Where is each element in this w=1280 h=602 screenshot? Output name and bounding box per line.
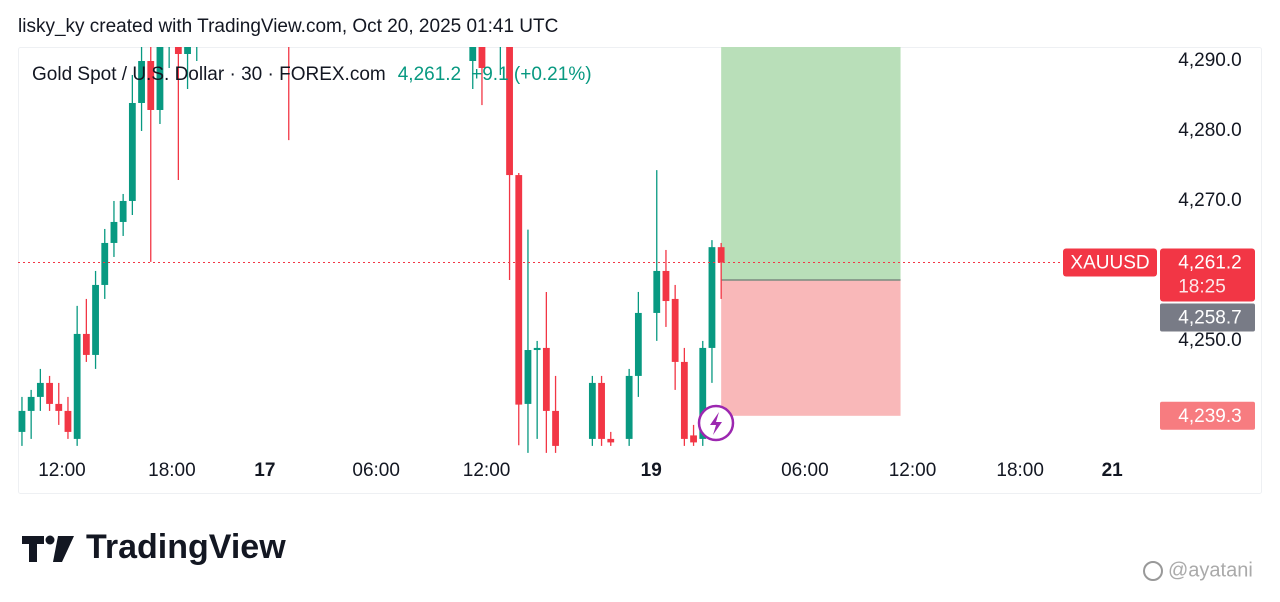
candle-body	[552, 410, 559, 446]
candle-body	[588, 382, 596, 439]
candle-body	[524, 350, 532, 404]
plot	[18, 47, 901, 453]
candle-body	[634, 312, 642, 376]
candle-body	[101, 242, 109, 285]
symbol-label: XAUUSD	[1070, 253, 1149, 274]
x-tick-label: 18:00	[996, 460, 1044, 481]
legend-price: 4,261.2	[398, 64, 461, 85]
stop-zone	[721, 280, 901, 416]
x-tick-label: 12:00	[463, 460, 511, 481]
candle-body	[662, 270, 670, 302]
candle-body	[36, 382, 44, 397]
stop-tag	[1160, 401, 1255, 430]
candle-body	[680, 361, 688, 439]
candle-body	[699, 347, 707, 439]
logo: TradingView	[22, 528, 286, 566]
last-price-tag	[1160, 248, 1255, 302]
watermark-icon	[1143, 561, 1163, 581]
x-tick-label: 06:00	[352, 460, 400, 481]
x-tick-label: 18:00	[148, 460, 196, 481]
candle-body	[184, 47, 191, 54]
event-icon	[710, 412, 722, 435]
candle-body	[138, 60, 145, 103]
candle-body	[110, 221, 118, 243]
candle-body	[73, 333, 81, 439]
y-tick-label: 4,250.0	[1178, 330, 1241, 351]
candle-body	[533, 347, 541, 351]
candle-body	[147, 60, 155, 110]
logo-mark	[45, 535, 55, 545]
stop-label: 4,239.3	[1178, 406, 1241, 427]
logo-mark	[22, 536, 44, 562]
candle-body	[469, 47, 477, 61]
candle-body	[625, 375, 633, 439]
candle-body	[506, 47, 513, 176]
candle-body	[598, 382, 605, 439]
last-price-label: 4,261.2	[1178, 253, 1241, 274]
legend-title: Gold Spot / U.S. Dollar · 30 · FOREX.com	[32, 64, 386, 85]
panel-border	[18, 47, 1262, 494]
candle-body	[671, 298, 679, 362]
header: lisky_ky created with TradingView.com, O…	[18, 16, 558, 37]
candle-body	[82, 333, 90, 355]
candle-body	[478, 47, 486, 68]
symbol-tag	[1063, 248, 1157, 277]
y-tick-label: 4,290.0	[1178, 50, 1241, 71]
x-tick-label: 12:00	[38, 460, 86, 481]
watermark: @ayatani	[1168, 559, 1253, 581]
x-tick-label: 21	[1102, 460, 1124, 481]
x-tick-label: 17	[254, 460, 275, 481]
candle-body	[18, 410, 26, 432]
countdown: 18:25	[1178, 277, 1226, 298]
target-zone	[721, 47, 901, 281]
y-tick-label: 4,270.0	[1178, 190, 1241, 211]
entry-label: 4,258.7	[1178, 308, 1241, 329]
candle-body	[717, 247, 725, 263]
candle-body	[64, 410, 72, 432]
candle-body	[174, 47, 182, 54]
candle-body	[542, 347, 550, 411]
x-tick-label: 12:00	[889, 460, 937, 481]
candle-body	[119, 200, 127, 222]
x-tick-label: 19	[641, 460, 662, 481]
candle-body	[156, 47, 164, 110]
candle-body	[46, 382, 53, 404]
x-tick-label: 06:00	[781, 460, 829, 481]
candle-body	[55, 403, 63, 411]
candle-body	[27, 396, 35, 411]
candle-body	[128, 102, 136, 201]
candle-body	[708, 247, 716, 348]
candle-body	[653, 270, 661, 313]
candle-body	[515, 175, 523, 405]
candle-body	[607, 438, 615, 443]
entry-tag	[1160, 303, 1255, 332]
legend-change: +9.1 (+0.21%)	[471, 64, 591, 85]
candle-body	[690, 435, 697, 443]
logo-mark	[53, 536, 74, 562]
candle-body	[92, 284, 99, 355]
y-tick-label: 4,280.0	[1178, 120, 1241, 141]
brand: TradingView	[86, 528, 286, 566]
overlay: Gold Spot / U.S. Dollar · 30 · FOREX.com…	[32, 50, 1255, 481]
